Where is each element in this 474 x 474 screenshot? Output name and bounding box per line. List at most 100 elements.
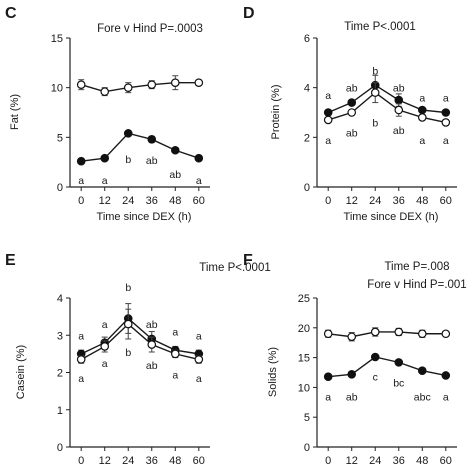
panel-letter: D [243, 5, 255, 22]
x-tick-label: 48 [169, 195, 181, 207]
significance-letter: b [125, 282, 131, 294]
panel-letter: F [243, 252, 253, 269]
stats-annotation: Time P<.0001 [344, 21, 416, 33]
data-point [394, 95, 404, 105]
series-filled [76, 129, 204, 166]
data-point [194, 153, 204, 163]
data-point [147, 80, 157, 89]
series-line [81, 81, 199, 93]
data-point [347, 98, 357, 107]
data-point [394, 358, 404, 367]
significance-letter: a [172, 369, 178, 381]
panel-letter: E [5, 252, 16, 269]
significance-letter: ab [393, 83, 405, 95]
x-tick-label: 60 [440, 195, 452, 207]
x-tick-label: 12 [346, 455, 358, 467]
x-tick-label: 36 [393, 455, 405, 467]
x-tick-label: 48 [416, 195, 428, 207]
data-point [394, 105, 404, 115]
y-tick-label: 20 [298, 323, 310, 335]
data-point [100, 87, 110, 96]
y-tick-label: 5 [57, 132, 63, 144]
stats-annotation: Fore v Hind P=.0003 [97, 23, 203, 35]
x-tick-label: 12 [99, 455, 111, 467]
series-filled [323, 74, 451, 117]
significance-letter: a [78, 373, 84, 385]
data-point [123, 129, 133, 138]
y-tick-label: 5 [304, 412, 310, 424]
series-open [76, 75, 204, 97]
data-point [417, 105, 427, 115]
y-tick-label: 10 [51, 83, 63, 95]
y-tick-label: 0 [57, 442, 63, 454]
y-tick-label: 0 [304, 182, 310, 194]
panel-letter: C [5, 5, 17, 22]
data-point [347, 332, 357, 342]
significance-letter: a [102, 358, 108, 370]
data-point [323, 372, 333, 381]
y-tick-label: 3 [57, 330, 63, 342]
series-open [323, 327, 451, 342]
significance-letter: a [419, 135, 425, 147]
data-point [170, 349, 180, 359]
series-filled [76, 303, 204, 359]
data-point [441, 371, 451, 380]
y-tick-label: 0 [304, 442, 310, 454]
panel-c: C Fore v Hind P=.0003 0 5 10 15 0 12 24 36 48 60Tim… [5, 5, 210, 223]
data-point [170, 78, 180, 88]
series-line [328, 356, 446, 378]
data-point [441, 108, 451, 117]
significance-letter: b [372, 117, 378, 129]
series-line [328, 331, 446, 338]
data-point [76, 355, 86, 364]
y-tick-label: 6 [304, 33, 310, 45]
significance-letter: a [325, 135, 331, 147]
x-tick-label: 0 [325, 455, 331, 467]
data-point [417, 329, 427, 339]
x-tick-label: 12 [99, 195, 111, 207]
significance-letter: a [443, 391, 449, 403]
significance-letter: c [373, 372, 378, 384]
significance-letter: a [196, 330, 202, 342]
data-point [347, 369, 357, 379]
y-axis-label: Protein (%) [270, 84, 282, 139]
significance-letter: a [102, 175, 108, 187]
data-point [147, 340, 157, 349]
data-point [417, 113, 427, 122]
data-point [347, 108, 357, 117]
data-point [123, 83, 133, 92]
data-point [441, 329, 451, 339]
data-point [100, 342, 110, 351]
significance-letter: ab [393, 125, 405, 137]
data-point [441, 118, 451, 127]
x-tick-label: 36 [393, 195, 405, 207]
significance-letter: a [172, 327, 178, 339]
significance-letter: ab [346, 391, 358, 403]
y-tick-label: 25 [298, 293, 310, 305]
data-point [370, 352, 380, 362]
x-tick-label: 60 [440, 455, 452, 467]
series-open [76, 308, 204, 364]
x-tick-label: 0 [325, 195, 331, 207]
data-point [323, 108, 333, 117]
data-point [100, 153, 110, 163]
significance-letter: ab [146, 360, 158, 372]
data-point [417, 366, 427, 376]
significance-letter: a [325, 391, 331, 403]
x-tick-label: 60 [193, 455, 205, 467]
significance-letter: ab [146, 155, 158, 167]
significance-letter: a [443, 135, 449, 147]
x-tick-label: 60 [193, 195, 205, 207]
stats-annotation: Time P=.008 [384, 261, 449, 273]
data-point [76, 156, 86, 166]
y-axis-label: Solids (%) [267, 347, 279, 397]
stats-annotation: Fore v Hind P=.001 [367, 279, 466, 291]
y-tick-label: 2 [57, 368, 63, 380]
y-axis-label: Fat (%) [9, 94, 21, 130]
significance-letter: a [325, 90, 331, 102]
stats-annotation: Time P<.0001 [199, 262, 271, 274]
significance-letter: a [78, 330, 84, 342]
